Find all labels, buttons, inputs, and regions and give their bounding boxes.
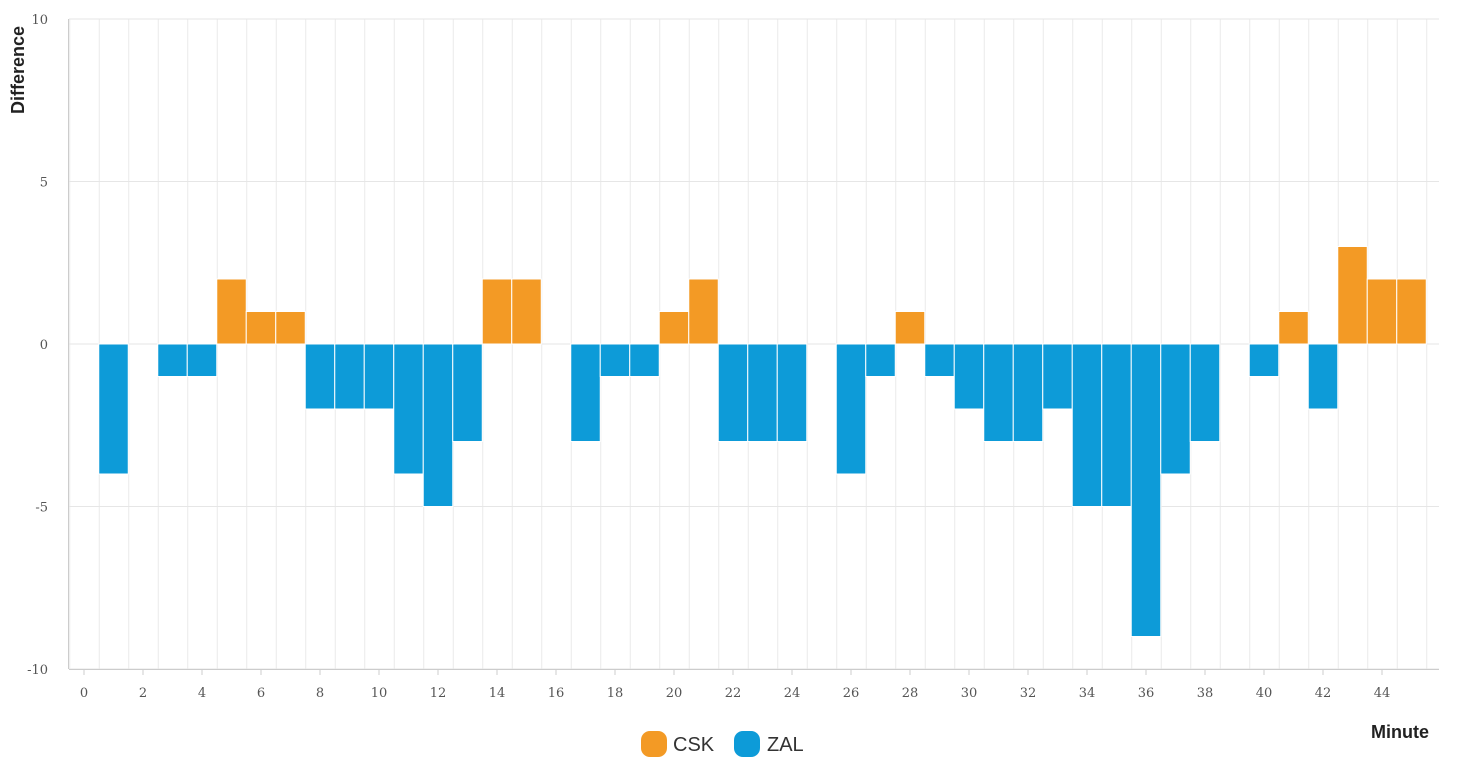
bar-zal[interactable] (1160, 343, 1191, 475)
bar-csk[interactable] (1396, 278, 1427, 345)
y-tick-labels: 10 5 0 -5 -10 (27, 13, 48, 678)
x-tick-labels: 0 2 4 6 8 10 12 14 16 18 20 22 24 26 28 30 32 34 36 38 40 42 4… (80, 669, 1390, 701)
x-tick-label: 42 (1315, 686, 1332, 701)
x-tick-label: 16 (548, 686, 565, 701)
legend: CSK ZAL (641, 731, 804, 757)
legend-item-zal[interactable]: ZAL (734, 731, 804, 757)
bar-zal[interactable] (452, 343, 483, 442)
x-tick-label: 4 (198, 686, 206, 701)
bar-zal[interactable] (1189, 343, 1221, 442)
x-tick-label: 0 (80, 686, 88, 701)
bar-zal[interactable] (98, 343, 129, 475)
bar-zal[interactable] (1130, 343, 1162, 637)
bar-csk[interactable] (1337, 246, 1368, 345)
legend-swatch-zal (734, 731, 760, 757)
x-tick-label: 10 (371, 686, 388, 701)
bar-zal[interactable] (1071, 343, 1103, 507)
bars (98, 246, 1427, 637)
x-tick-label: 28 (902, 686, 919, 701)
bar-zal[interactable] (186, 343, 218, 377)
x-tick-label: 22 (725, 686, 742, 701)
x-tick-label: 36 (1138, 686, 1155, 701)
legend-item-csk[interactable]: CSK (641, 731, 715, 757)
bar-csk[interactable] (245, 311, 277, 345)
x-tick-label: 26 (843, 686, 860, 701)
x-tick-label: 44 (1374, 686, 1391, 701)
bar-csk[interactable] (511, 278, 542, 345)
bar-zal[interactable] (717, 343, 749, 442)
x-tick-label: 12 (430, 686, 447, 701)
y-tick-label: 5 (40, 176, 48, 191)
x-tick-label: 34 (1079, 686, 1096, 701)
x-tick-label: 32 (1020, 686, 1037, 701)
bar-zal[interactable] (363, 343, 395, 410)
x-tick-label: 8 (316, 686, 324, 701)
bar-zal[interactable] (157, 343, 188, 377)
x-tick-label: 24 (784, 686, 801, 701)
y-axis-title: Difference (8, 26, 28, 114)
bar-csk[interactable] (275, 311, 306, 345)
bar-csk[interactable] (688, 278, 719, 345)
y-tick-label: 10 (31, 13, 48, 28)
x-tick-label: 14 (489, 686, 506, 701)
legend-label-csk: CSK (673, 734, 715, 756)
bar-zal[interactable] (953, 343, 985, 410)
bar-csk[interactable] (658, 311, 690, 345)
x-tick-label: 18 (607, 686, 624, 701)
x-tick-label: 6 (257, 686, 265, 701)
bar-zal[interactable] (304, 343, 336, 410)
bar-zal[interactable] (924, 343, 955, 377)
bar-csk[interactable] (216, 278, 247, 345)
bar-zal[interactable] (422, 343, 454, 507)
x-tick-label: 2 (139, 686, 147, 701)
x-tick-label: 40 (1256, 686, 1273, 701)
bar-zal[interactable] (1012, 343, 1044, 442)
bar-zal[interactable] (599, 343, 631, 377)
bar-zal[interactable] (1307, 343, 1339, 410)
bar-zal[interactable] (334, 343, 365, 410)
bar-zal[interactable] (835, 343, 867, 475)
x-tick-label: 38 (1197, 686, 1214, 701)
bar-csk[interactable] (1366, 278, 1398, 345)
bar-csk[interactable] (894, 311, 926, 345)
bar-zal[interactable] (1042, 343, 1073, 410)
bar-zal[interactable] (983, 343, 1014, 442)
y-tick-label: -5 (35, 501, 48, 516)
y-tick-label: 0 (40, 338, 48, 353)
bar-zal[interactable] (747, 343, 778, 442)
bar-zal[interactable] (865, 343, 896, 377)
bar-csk[interactable] (481, 278, 513, 345)
bar-csk[interactable] (1278, 311, 1309, 345)
bar-zal[interactable] (776, 343, 808, 442)
legend-swatch-csk (641, 731, 667, 757)
bar-zal[interactable] (570, 343, 601, 442)
y-tick-label: -10 (27, 663, 48, 678)
bar-zal[interactable] (629, 343, 660, 377)
bar-zal[interactable] (1101, 343, 1132, 507)
x-tick-label: 20 (666, 686, 683, 701)
legend-label-zal: ZAL (767, 734, 804, 756)
bar-zal[interactable] (1248, 343, 1280, 377)
x-tick-label: 30 (961, 686, 978, 701)
bar-zal[interactable] (393, 343, 424, 475)
x-axis-title: Minute (1371, 722, 1429, 742)
axes (68, 19, 1439, 670)
